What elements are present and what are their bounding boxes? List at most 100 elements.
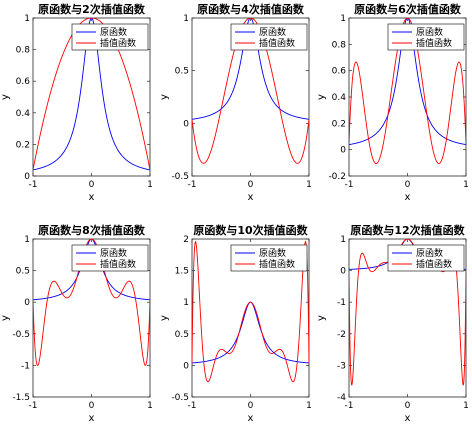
y-tick-label: 0.6 [16,77,31,87]
legend-label-interp: 插值函数 [416,258,452,270]
series-interp-line [192,18,309,164]
legend-label-original: 原函数 [100,26,127,38]
x-tick-label: 1 [463,401,469,411]
series-original-line [192,18,309,120]
y-axis-label: y [0,94,11,100]
x-axis-label: x [405,192,411,203]
y-tick-label: -3 [337,361,346,371]
y-tick-label: 2 [183,235,189,245]
x-tick-label: 1 [147,401,153,411]
x-tick-label: 1 [463,180,469,190]
legend-box [230,23,308,51]
x-axis-label: x [89,413,95,424]
legend-label-interp: 插值函数 [100,258,136,270]
legend-label-original: 原函数 [259,26,286,38]
y-axis-label: y [316,94,327,100]
x-tick-label: 1 [306,401,312,411]
series-interp-line [192,240,309,383]
y-tick-label: 1 [24,235,30,245]
series-original-line [33,239,150,301]
y-tick-label: 0.6 [332,67,347,77]
series-interp-line [33,239,150,366]
y-tick-label: 0.8 [332,40,347,50]
y-tick-label: 0 [340,146,346,156]
y-tick-label: -0.5 [171,393,189,403]
legend-label-original: 原函数 [416,247,443,259]
y-tick-label: 1 [183,298,189,308]
x-tick-label: 0 [248,401,254,411]
y-tick-label: -0.5 [12,330,30,340]
y-axis-label: y [159,94,170,100]
y-tick-label: 0.5 [175,330,189,340]
legend-box [387,244,465,272]
legend-label-interp: 插值函数 [100,37,136,49]
y-tick-label: -1 [337,298,346,308]
chart-title: 原函数与6次插值函数 [354,2,462,16]
x-tick-label: -1 [188,401,197,411]
y-tick-label: 0 [183,119,189,129]
y-tick-label: -2 [337,330,346,340]
x-axis-label: x [89,192,95,203]
x-tick-label: -1 [29,401,38,411]
x-tick-label: -1 [29,180,38,190]
x-tick-label: -1 [345,180,354,190]
chart-title: 原函数与12次插值函数 [350,223,465,237]
x-tick-label: 0 [248,180,254,190]
y-axis-label: y [159,315,170,321]
chart-title: 原函数与4次插值函数 [197,2,305,16]
subplot-3: -0.2 0 0.2 0.4 0.6 0.8 1 -1 0 1 原函数与6次插值函数 x y 原函数插值函… [316,2,469,203]
legend-box [71,244,149,272]
legend-label-interp: 插值函数 [416,37,452,49]
x-tick-label: 0 [405,401,411,411]
legend-box [71,23,149,51]
y-tick-label: 1 [183,14,189,24]
y-tick-label: 0.5 [16,267,30,277]
y-tick-label: 0 [24,172,30,182]
x-axis-label: x [248,192,254,203]
y-tick-label: 0.5 [175,67,189,77]
x-axis-label: x [405,413,411,424]
legend-label-original: 原函数 [416,26,443,38]
series-original-line [33,18,150,171]
x-tick-label: -1 [188,180,197,190]
chart-title: 原函数与8次插值函数 [38,223,146,237]
y-tick-label: -0.2 [328,172,346,182]
legend-label-interp: 插值函数 [259,258,295,270]
y-tick-label: -1.5 [12,393,30,403]
y-tick-label: 0.2 [332,119,346,129]
y-tick-label: 1.5 [175,267,189,277]
y-axis-label: y [316,315,327,321]
y-tick-label: 0.8 [16,46,31,56]
legend-box [230,244,308,272]
x-tick-label: 0 [89,401,95,411]
y-tick-label: 1 [24,14,30,24]
y-axis-label: y [0,315,11,321]
y-tick-label: 0.4 [16,109,31,119]
y-tick-label: 0 [24,298,30,308]
x-tick-label: 0 [89,180,95,190]
series-interp-line [33,18,150,171]
y-tick-label: 0.2 [16,140,30,150]
x-tick-label: -1 [345,401,354,411]
legend-box [387,23,465,51]
series-interp-line [349,18,466,164]
chart-title: 原函数与2次插值函数 [38,2,146,16]
chart-title: 原函数与10次插值函数 [193,223,308,237]
y-tick-label: 0 [183,361,189,371]
legend-label-original: 原函数 [100,247,127,259]
y-tick-label: -1 [21,361,30,371]
y-tick-label: 0.4 [332,93,347,103]
x-tick-label: 1 [306,180,312,190]
x-axis-label: x [248,413,254,424]
y-tick-label: 1 [340,14,346,24]
